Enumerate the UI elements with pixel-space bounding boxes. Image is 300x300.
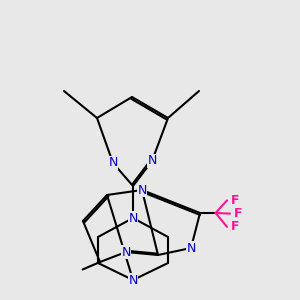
Text: F: F <box>231 220 239 233</box>
Text: F: F <box>231 194 239 207</box>
Text: N: N <box>128 274 138 286</box>
Text: N: N <box>121 245 131 259</box>
Text: N: N <box>186 242 196 254</box>
Text: F: F <box>234 207 242 220</box>
Text: N: N <box>147 154 157 167</box>
Text: N: N <box>128 212 138 224</box>
Text: N: N <box>108 157 118 169</box>
Text: N: N <box>137 184 147 196</box>
